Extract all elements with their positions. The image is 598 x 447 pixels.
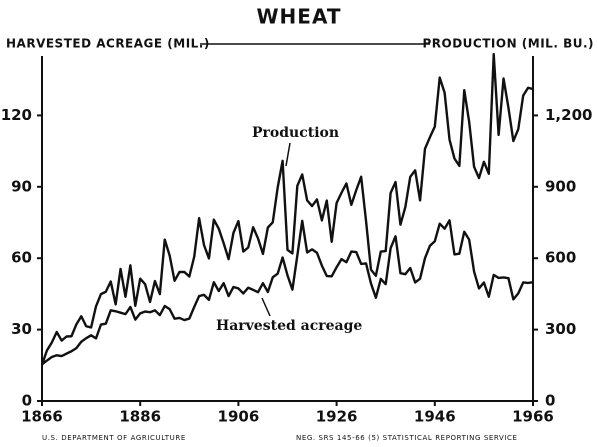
y2-tick-label: 1,200 <box>545 106 592 124</box>
series-annotation: Production <box>252 125 339 141</box>
y-tick-label: 30 <box>11 320 32 338</box>
footer-left: U.S. DEPARTMENT OF AGRICULTURE <box>42 434 186 442</box>
y-tick-label: 0 <box>22 392 32 410</box>
x-tick-label: 1866 <box>21 408 63 426</box>
y2-tick-label: 900 <box>545 177 576 195</box>
footer-right: NEG. SRS 145-66 (5) STATISTICAL REPORTIN… <box>296 434 518 442</box>
series-line <box>40 53 534 366</box>
y2-tick-label: 300 <box>545 320 576 338</box>
y-tick-label: 120 <box>1 106 32 124</box>
x-tick-label: 1946 <box>414 408 456 426</box>
x-tick-label: 1906 <box>218 408 260 426</box>
y-axis-label: HARVESTED ACREAGE (MIL.) <box>6 37 210 51</box>
y2-axis-label: PRODUCTION (MIL. BU.) <box>422 37 594 51</box>
y2-tick-label: 600 <box>545 249 576 267</box>
series-line <box>41 219 534 366</box>
y2-tick-label: 0 <box>545 392 555 410</box>
x-tick-label: 1966 <box>512 408 554 426</box>
y-tick-label: 90 <box>11 177 32 195</box>
chart-title: WHEAT <box>256 5 341 29</box>
x-tick-label: 1886 <box>119 408 161 426</box>
series-annotation: Harvested acreage <box>216 318 362 334</box>
y-tick-label: 60 <box>11 249 32 267</box>
annotation-pointer <box>261 297 271 317</box>
x-tick-label: 1926 <box>316 408 358 426</box>
annotation-pointer <box>285 142 291 167</box>
